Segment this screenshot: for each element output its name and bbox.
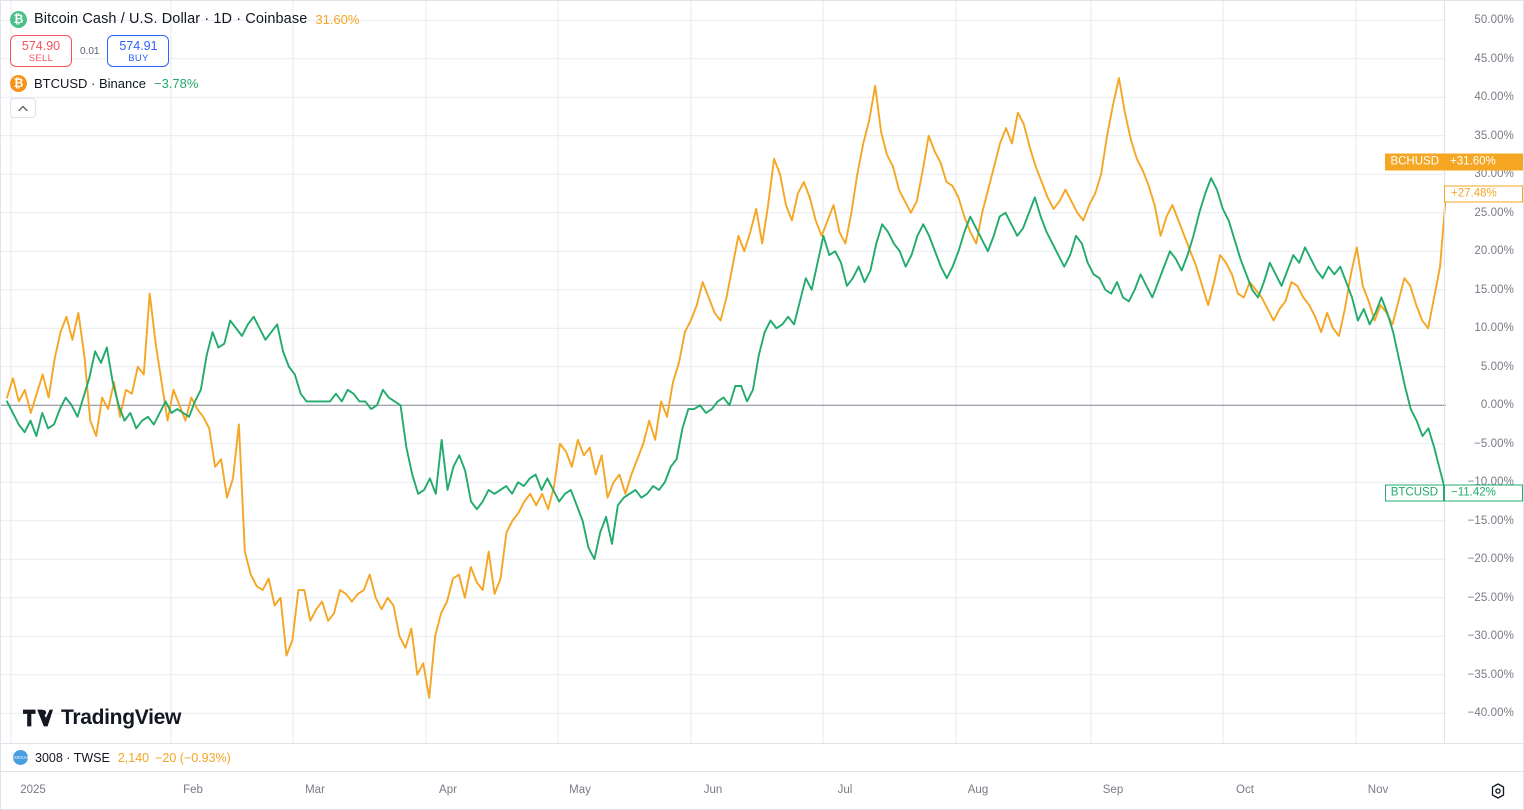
sell-label: SELL [28, 52, 54, 64]
time-axis-tick: Aug [967, 784, 989, 796]
price-axis-tick: −5.00% [1474, 437, 1514, 450]
chevron-up-icon [18, 105, 28, 111]
buy-label: BUY [128, 52, 149, 64]
price-axis-tick: −25.00% [1467, 591, 1514, 604]
price-axis-tick: 0.00% [1480, 399, 1514, 412]
price-axis-tick: −20.00% [1467, 553, 1514, 566]
ticker-strip[interactable]: LARGAN 3008 · TWSE 2,140 −20 (−0.93%) [1, 743, 1523, 771]
time-axis-tick: Mar [305, 784, 325, 796]
time-axis-tick: May [569, 784, 591, 796]
time-axis-tick: Jul [837, 784, 853, 796]
price-axis-tick: −30.00% [1467, 630, 1514, 643]
price-axis-tick: −40.00% [1467, 707, 1514, 720]
price-axis-tick: 40.00% [1474, 91, 1514, 104]
time-axis-tick: 2025 [20, 784, 46, 796]
series-line-bchusd [6, 77, 1446, 699]
crosshair-target-icon[interactable] [1489, 782, 1507, 800]
price-axis-tick: 20.00% [1474, 245, 1514, 258]
bitcoin-icon: ₿ [10, 74, 27, 92]
price-tag-btcusd-name: BTCUSD [1384, 484, 1444, 502]
price-tag-bchusd-value: +31.60% [1444, 153, 1523, 171]
price-axis-tick: 35.00% [1474, 129, 1514, 142]
chart-canvas [1, 1, 1446, 771]
price-axis-tick: 5.00% [1480, 360, 1514, 373]
legend-compare-row[interactable]: ₿ BTCUSD · Binance −3.78% [10, 73, 359, 93]
largan-icon: LARGAN [11, 750, 30, 765]
price-tag-btcusd-value: −11.42% [1444, 484, 1523, 502]
ticker-symbol: 3008 · TWSE [35, 750, 110, 765]
ticker-price: 2,140 [117, 750, 150, 765]
buy-price: 574.91 [119, 38, 158, 53]
price-tag-bchusd-last-value: +27.48% [1444, 185, 1523, 203]
time-axis-tick: Feb [183, 784, 203, 796]
legend-compare-change: −3.78% [153, 75, 199, 91]
time-axis-tick: Nov [1367, 784, 1389, 796]
price-axis-tick: −15.00% [1467, 514, 1514, 527]
sell-buy-widget[interactable]: 574.90 SELL 0.01 574.91 BUY [10, 35, 359, 67]
price-axis-tick: 10.00% [1474, 322, 1514, 335]
chart-legend: ₿ Bitcoin Cash / U.S. Dollar · 1D · Coin… [10, 9, 359, 118]
time-axis-tick: Oct [1236, 784, 1254, 796]
legend-main-change: 31.60% [315, 11, 360, 27]
legend-collapse-button[interactable] [10, 98, 36, 118]
tradingview-mark-icon [23, 709, 53, 727]
price-tag-bchusd-name: BCHUSD [1385, 153, 1444, 171]
bitcoin-cash-icon: ₿ [10, 10, 27, 28]
spread-value: 0.01 [80, 45, 100, 57]
price-axis-tick: 30.00% [1474, 168, 1514, 181]
vertical-gridlines [10, 1, 1357, 771]
legend-compare-title: BTCUSD · Binance [34, 75, 146, 91]
price-axis-tick: −35.00% [1467, 668, 1514, 681]
chart-plot-area[interactable] [1, 1, 1446, 771]
horizontal-gridlines [1, 19, 1446, 753]
tradingview-wordmark: TradingView [61, 706, 182, 729]
price-axis-tick: 50.00% [1474, 14, 1514, 27]
ticker-change: −20 (−0.93%) [155, 750, 231, 765]
time-axis-tick: Sep [1102, 784, 1124, 796]
price-axis[interactable]: BCHUSD +31.60% +27.48% BTCUSD −11.42% 50… [1384, 1, 1523, 771]
price-tag-bchusd[interactable]: BCHUSD +31.60% [1385, 153, 1523, 171]
time-axis[interactable]: 2025 Feb Mar Apr May Jun Jul Aug Sep Oct Nov [1, 771, 1523, 809]
tradingview-logo: TradingView [23, 706, 181, 730]
price-axis-tick: 45.00% [1474, 52, 1514, 65]
series-line-btcusd [6, 177, 1446, 561]
sell-button[interactable]: 574.90 SELL [10, 35, 72, 67]
sell-price: 574.90 [21, 38, 61, 53]
price-axis-tick: 25.00% [1474, 206, 1514, 219]
price-axis-tick: 15.00% [1474, 283, 1514, 296]
legend-main-row[interactable]: ₿ Bitcoin Cash / U.S. Dollar · 1D · Coin… [10, 9, 359, 29]
time-axis-tick: Apr [439, 784, 457, 796]
buy-button[interactable]: 574.91 BUY [107, 35, 170, 67]
price-tag-btcusd[interactable]: BTCUSD −11.42% [1384, 484, 1523, 502]
time-axis-tick: Jun [703, 784, 723, 796]
legend-main-title: Bitcoin Cash / U.S. Dollar · 1D · Coinba… [34, 11, 308, 27]
price-tag-bchusd-last[interactable]: +27.48% [1444, 185, 1523, 203]
